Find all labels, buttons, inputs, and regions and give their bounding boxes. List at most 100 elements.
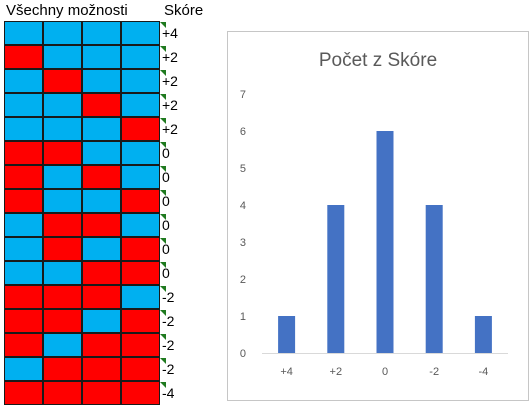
score-cell[interactable]: 0 [162,217,170,233]
grid-cell-blue[interactable] [121,69,160,93]
grid-cell-blue[interactable] [4,69,43,93]
score-cell[interactable]: -2 [162,361,175,377]
grid-cell-blue[interactable] [82,189,121,213]
grid-cell-red[interactable] [4,285,43,309]
score-cell[interactable]: 0 [162,169,170,185]
grid-cell-red[interactable] [43,381,82,405]
grid-row [4,189,160,213]
y-tick-label: 5 [240,163,246,175]
grid-row [4,21,160,45]
cell-comment-indicator [160,358,166,364]
grid-cell-red[interactable] [4,189,43,213]
score-cell[interactable]: -4 [162,385,175,401]
grid-cell-red[interactable] [4,333,43,357]
score-cell[interactable]: +4 [162,25,178,41]
grid-cell-blue[interactable] [121,285,160,309]
grid-cell-red[interactable] [43,309,82,333]
grid-cell-blue[interactable] [121,213,160,237]
grid-cell-blue[interactable] [121,45,160,69]
grid-cell-blue[interactable] [82,21,121,45]
grid-cell-red[interactable] [82,381,121,405]
grid-cell-blue[interactable] [82,69,121,93]
grid-cell-blue[interactable] [82,309,121,333]
grid-cell-blue[interactable] [121,141,160,165]
grid-cell-red[interactable] [121,237,160,261]
chart-container[interactable]: Počet z Skóre 0 1 2 3 4 5 6 7 +4 +2 0 -2 -4 [227,31,529,401]
grid-cell-red[interactable] [43,141,82,165]
score-cell[interactable]: -2 [162,337,175,353]
score-cell[interactable]: -2 [162,313,175,329]
grid-cell-blue[interactable] [43,189,82,213]
cell-comment-indicator [160,310,166,316]
score-cell[interactable]: +2 [162,121,178,137]
grid-cell-blue[interactable] [4,21,43,45]
grid-cell-red[interactable] [121,261,160,285]
cell-comment-indicator [160,70,166,76]
grid-cell-blue[interactable] [4,357,43,381]
grid-cell-blue[interactable] [43,93,82,117]
grid-cell-blue[interactable] [43,333,82,357]
grid-cell-red[interactable] [43,357,82,381]
cell-comment-indicator [160,118,166,124]
bar[interactable] [278,316,296,353]
grid-cell-blue[interactable] [4,93,43,117]
grid-cell-red[interactable] [43,69,82,93]
grid-cell-blue[interactable] [43,261,82,285]
score-cell[interactable]: +2 [162,73,178,89]
grid-cell-red[interactable] [4,381,43,405]
score-cell[interactable]: 0 [162,265,170,281]
grid-cell-red[interactable] [121,117,160,141]
bar[interactable] [376,131,394,353]
x-tick-label: +2 [330,366,343,378]
grid-cell-red[interactable] [4,141,43,165]
bar[interactable] [425,205,443,353]
grid-cell-blue[interactable] [43,45,82,69]
score-cell[interactable]: +2 [162,49,178,65]
score-cell[interactable]: -2 [162,289,175,305]
grid-cell-blue[interactable] [4,261,43,285]
grid-cell-blue[interactable] [43,117,82,141]
grid-cell-blue[interactable] [4,117,43,141]
cell-comment-indicator [160,142,166,148]
grid-cell-blue[interactable] [43,21,82,45]
score-cell[interactable]: 0 [162,241,170,257]
x-axis: +4 +2 0 -2 -4 [280,366,488,378]
grid-cell-red[interactable] [4,309,43,333]
grid-cell-red[interactable] [121,357,160,381]
y-tick-label: 7 [240,89,246,101]
grid-cell-red[interactable] [82,213,121,237]
score-cell[interactable]: +2 [162,97,178,113]
y-tick-label: 6 [240,126,246,138]
grid-cell-red[interactable] [82,165,121,189]
x-tick-label: 0 [382,366,388,378]
grid-cell-blue[interactable] [121,93,160,117]
grid-cell-red[interactable] [121,189,160,213]
bars [278,131,492,353]
grid-cell-blue[interactable] [82,141,121,165]
grid-cell-red[interactable] [82,357,121,381]
grid-cell-red[interactable] [121,333,160,357]
bar[interactable] [327,205,345,353]
grid-cell-red[interactable] [82,285,121,309]
grid-cell-blue[interactable] [4,213,43,237]
grid-cell-red[interactable] [82,261,121,285]
grid-cell-blue[interactable] [82,117,121,141]
grid-cell-red[interactable] [43,285,82,309]
grid-cell-red[interactable] [82,333,121,357]
grid-cell-blue[interactable] [121,165,160,189]
grid-cell-red[interactable] [4,165,43,189]
grid-cell-red[interactable] [121,309,160,333]
grid-cell-red[interactable] [82,93,121,117]
grid-cell-blue[interactable] [121,21,160,45]
score-cell[interactable]: 0 [162,193,170,209]
grid-cell-blue[interactable] [4,237,43,261]
grid-cell-red[interactable] [4,45,43,69]
grid-cell-red[interactable] [43,213,82,237]
score-cell[interactable]: 0 [162,145,170,161]
grid-cell-red[interactable] [121,381,160,405]
grid-cell-red[interactable] [43,237,82,261]
grid-cell-blue[interactable] [82,237,121,261]
grid-cell-blue[interactable] [43,165,82,189]
grid-cell-blue[interactable] [82,45,121,69]
bar[interactable] [474,316,492,353]
